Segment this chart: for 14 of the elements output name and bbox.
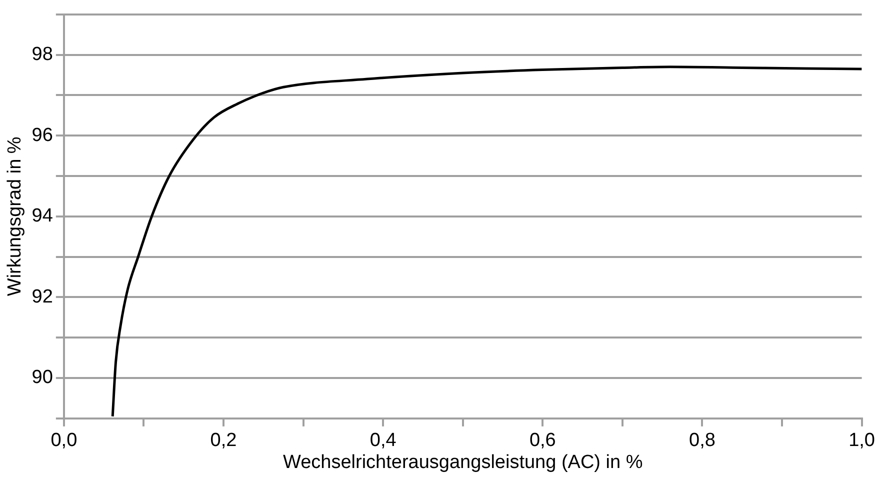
y-tick-label: 90 bbox=[32, 367, 53, 388]
y-axis-title: Wirkungsgrad in % bbox=[4, 136, 26, 296]
line-series bbox=[111, 66, 862, 418]
x-tick-label: 0,4 bbox=[370, 430, 397, 452]
x-tick-label: 0,0 bbox=[50, 430, 78, 452]
y-tick-label: 96 bbox=[32, 124, 53, 146]
y-tick-label: 98 bbox=[32, 44, 53, 66]
x-tick-label: 1,0 bbox=[848, 430, 876, 452]
x-tick-label: 0,8 bbox=[689, 430, 716, 452]
x-axis-title: Wechselrichterausgangsleistung (AC) in % bbox=[282, 452, 643, 473]
x-tick-label: 0,2 bbox=[210, 430, 237, 452]
y-tick-label: 94 bbox=[32, 206, 54, 227]
x-tick-label: 0,6 bbox=[529, 430, 556, 452]
y-tick-label: 92 bbox=[32, 286, 53, 308]
